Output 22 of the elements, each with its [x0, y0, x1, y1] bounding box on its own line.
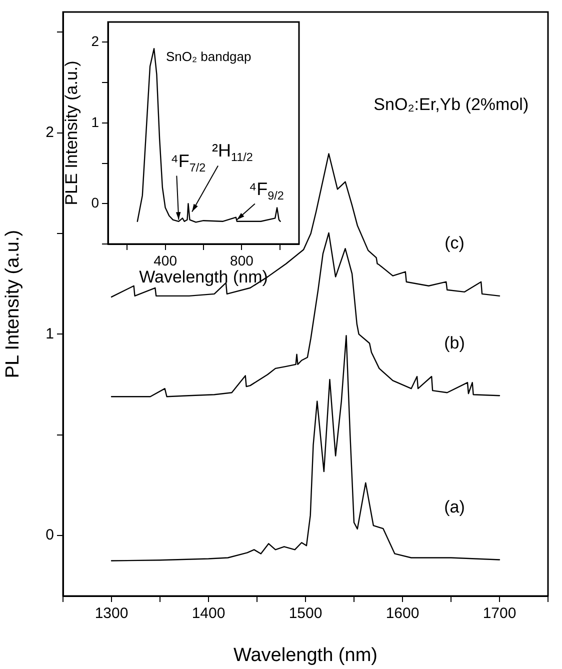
y-tick-label: 2 [91, 33, 100, 50]
series-label: (c) [444, 234, 464, 253]
text: (a) [444, 497, 465, 516]
annotation: SnO₂ bandgap [166, 49, 252, 64]
y-tick-label: 2 [46, 124, 54, 141]
y-tick-label: 0 [46, 526, 54, 544]
y-tick-label: 0 [91, 194, 100, 210]
y-axis-title: PLE Intensity (a.u.) [62, 60, 81, 206]
x-tick-label: 1500 [288, 605, 322, 622]
x-tick-label: 1300 [94, 605, 128, 622]
x-tick-label: 1400 [192, 605, 226, 622]
x-axis-title: Wavelength (nm) [139, 267, 268, 286]
x-tick-label: 800 [230, 252, 254, 268]
x-tick-label: 1700 [482, 605, 516, 622]
x-axis-title: Wavelength (nm) [234, 644, 378, 666]
y-tick-label: 1 [91, 114, 100, 130]
y-axis-title: PL Intensity (a.u.) [2, 230, 24, 378]
series-label: (b) [444, 333, 465, 352]
x-tick-label: 1600 [386, 605, 420, 622]
x-tick-label: 400 [154, 252, 178, 268]
annotation: SnO₂:Er,Yb (2%mol) [374, 95, 529, 114]
y-tick-label: 1 [46, 325, 54, 342]
